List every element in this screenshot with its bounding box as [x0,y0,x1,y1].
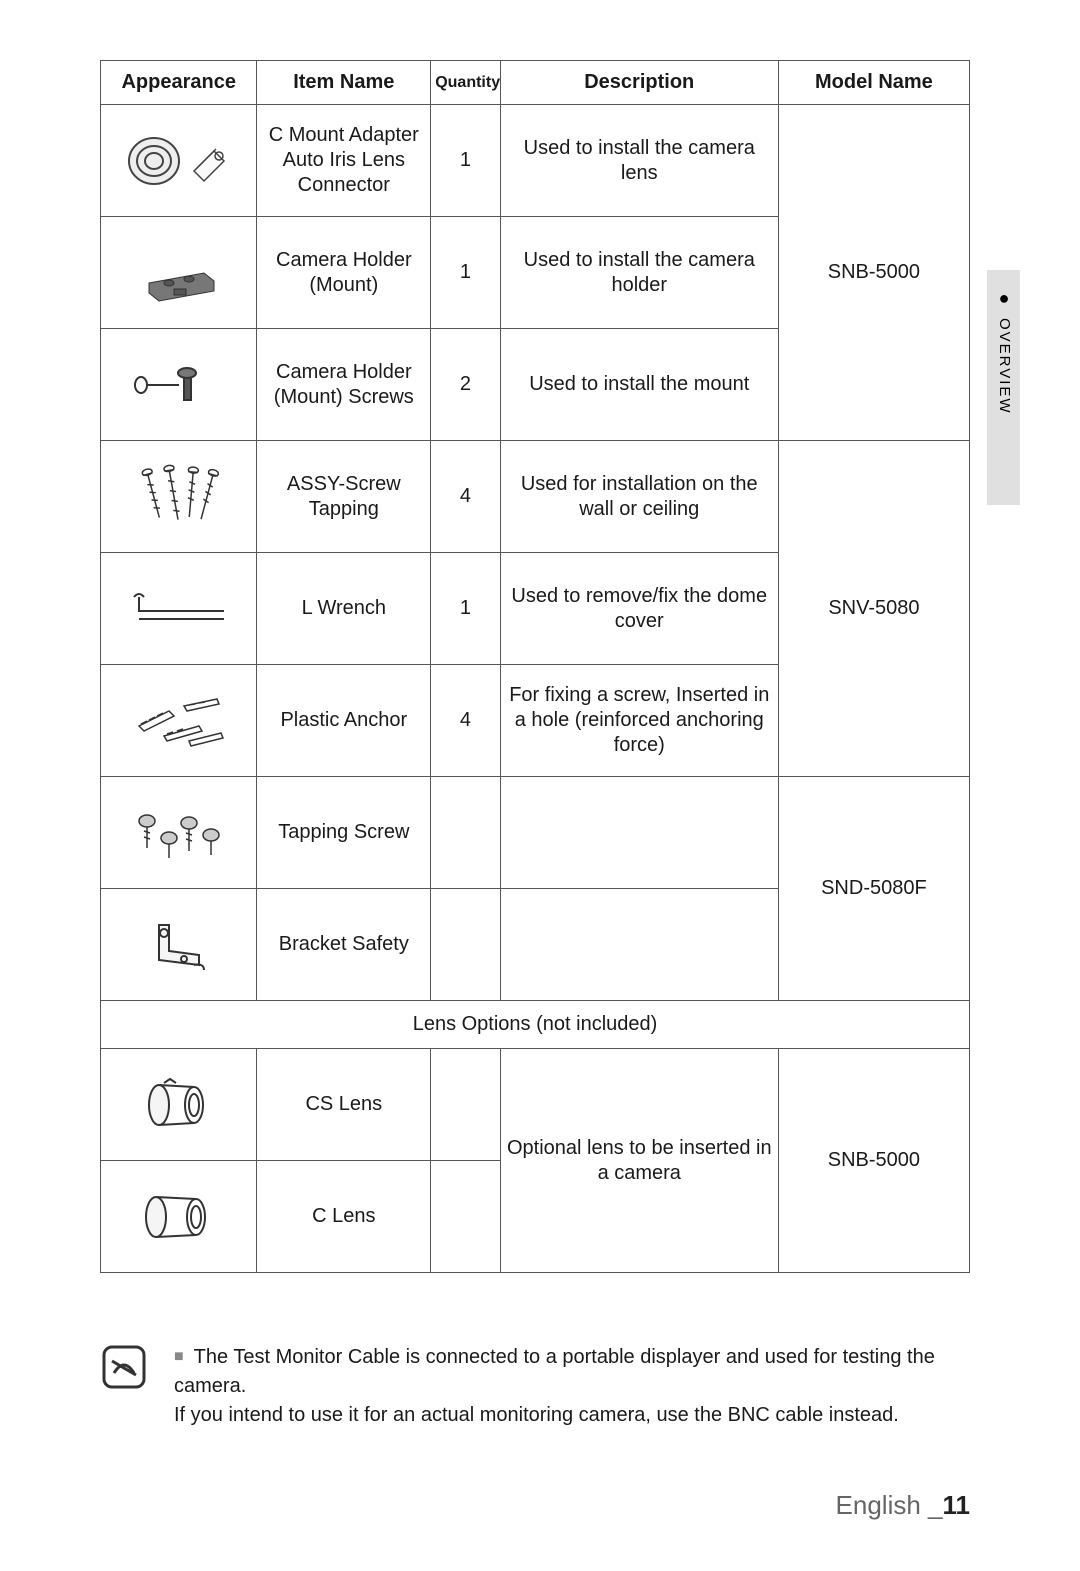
item-name-cell: C Lens [257,1161,431,1273]
table-row: Tapping Screw SND-5080F [101,777,970,889]
desc-cell [500,777,778,889]
model-cell: SND-5080F [778,777,969,1001]
appearance-cell [101,777,257,889]
note-icon [100,1343,148,1391]
appearance-cell [101,889,257,1001]
lens-options-header: Lens Options (not included) [101,1001,970,1049]
appearance-cell [101,665,257,777]
model-cell: SNV-5080 [778,441,969,777]
note-bullet-icon: ■ [174,1348,184,1365]
item-name-cell: C Mount Adapter Auto Iris Lens Connector [257,105,431,217]
side-tab-overview: ● OVERVIEW [987,270,1020,505]
side-tab-label: OVERVIEW [996,318,1013,415]
cs-lens-icon [134,1075,224,1135]
desc-cell: Used to install the camera holder [500,217,778,329]
parts-table: Appearance Item Name Quantity Descriptio… [100,60,970,1273]
footer-page: 11 [943,1490,971,1520]
assy-screw-tapping-icon [129,462,229,532]
qty-cell: 1 [431,553,501,665]
mount-screws-icon [129,360,229,410]
desc-cell: For fixing a screw, Inserted in a hole (… [500,665,778,777]
bullet-icon: ● [993,288,1014,310]
page-footer: English _11 [836,1490,970,1521]
note-box: ■The Test Monitor Cable is connected to … [100,1343,970,1430]
table-row: CS Lens Optional lens to be inserted in … [101,1049,970,1161]
col-model-name: Model Name [778,61,969,105]
desc-cell: Used for installation on the wall or cei… [500,441,778,553]
camera-holder-icon [134,243,224,303]
note-line2: If you intend to use it for an actual mo… [174,1404,899,1426]
lens-options-row: Lens Options (not included) [101,1001,970,1049]
table-row: C Mount Adapter Auto Iris Lens Connector… [101,105,970,217]
item-name-cell: CS Lens [257,1049,431,1161]
qty-cell [431,777,501,889]
l-wrench-icon [124,589,234,629]
table-row: ASSY-Screw Tapping 4 Used for installati… [101,441,970,553]
col-item-name: Item Name [257,61,431,105]
desc-cell: Used to remove/fix the dome cover [500,553,778,665]
appearance-cell [101,553,257,665]
qty-cell [431,1049,501,1161]
col-description: Description [500,61,778,105]
model-cell: SNB-5000 [778,1049,969,1273]
desc-cell [500,889,778,1001]
item-name-cell: Tapping Screw [257,777,431,889]
qty-cell: 4 [431,441,501,553]
appearance-cell [101,217,257,329]
appearance-cell [101,1049,257,1161]
note-line1: The Test Monitor Cable is connected to a… [174,1346,935,1397]
item-name-cell: Camera Holder (Mount) Screws [257,329,431,441]
note-text: ■The Test Monitor Cable is connected to … [174,1343,970,1430]
item-name-cell: ASSY-Screw Tapping [257,441,431,553]
appearance-cell [101,105,257,217]
desc-cell: Used to install the mount [500,329,778,441]
item-name-cell: L Wrench [257,553,431,665]
qty-cell [431,1161,501,1273]
desc-cell: Optional lens to be inserted in a camera [500,1049,778,1273]
item-name-cell: Bracket Safety [257,889,431,1001]
appearance-cell [101,329,257,441]
item-name-cell: Plastic Anchor [257,665,431,777]
appearance-cell [101,441,257,553]
item-name-cell: Camera Holder (Mount) [257,217,431,329]
col-quantity: Quantity [431,61,501,105]
qty-cell [431,889,501,1001]
desc-cell: Used to install the camera lens [500,105,778,217]
model-cell: SNB-5000 [778,105,969,441]
qty-cell: 2 [431,329,501,441]
bracket-safety-icon [134,915,224,975]
qty-cell: 4 [431,665,501,777]
qty-cell: 1 [431,217,501,329]
qty-cell: 1 [431,105,501,217]
footer-lang: English _ [836,1490,943,1520]
appearance-cell [101,1161,257,1273]
c-lens-icon [134,1187,224,1247]
cmount-adapter-icon [124,131,234,191]
plastic-anchor-icon [129,691,229,751]
table-header-row: Appearance Item Name Quantity Descriptio… [101,61,970,105]
tapping-screw-icon [129,803,229,863]
col-appearance: Appearance [101,61,257,105]
